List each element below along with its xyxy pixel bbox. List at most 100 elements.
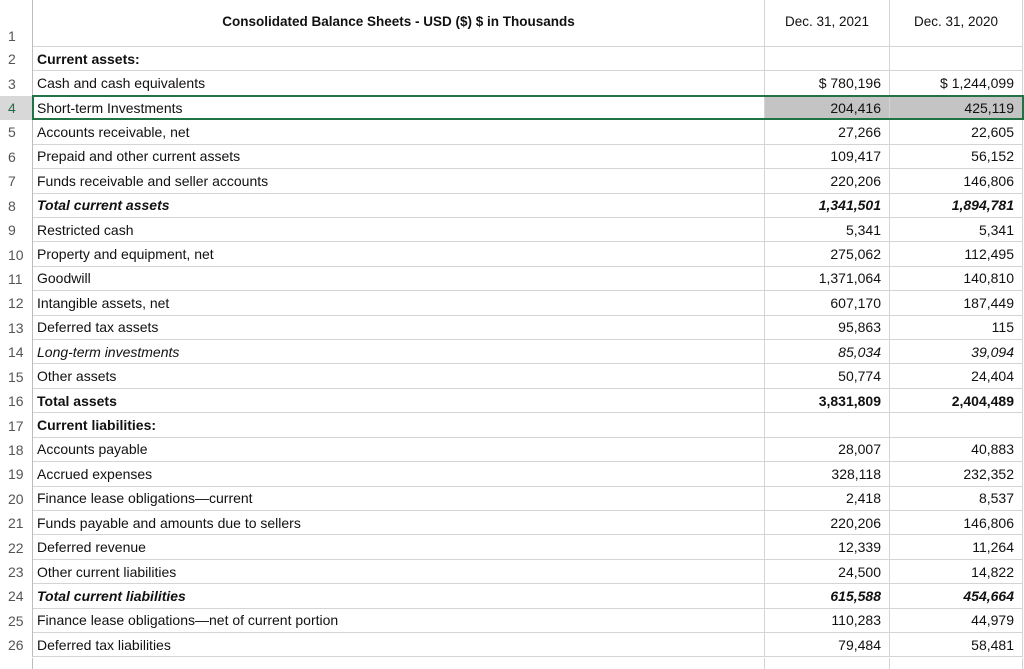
row-label[interactable]: Restricted cash: [33, 217, 765, 243]
cell-value[interactable]: 187,449: [890, 291, 1023, 316]
cell-value[interactable]: 24,404: [890, 364, 1023, 389]
row-number: 12: [0, 291, 33, 316]
cell-value[interactable]: 14,822: [890, 559, 1023, 585]
row-label[interactable]: Accounts receivable, net: [33, 120, 765, 145]
cell-value[interactable]: 232,352: [890, 462, 1023, 487]
row-label[interactable]: Accounts payable: [33, 437, 765, 463]
cell-value[interactable]: 607,170: [765, 291, 890, 316]
row-number: 21: [0, 510, 33, 536]
cell-value[interactable]: 85,034: [765, 340, 890, 365]
cell-value[interactable]: 11,264: [890, 535, 1023, 560]
row-label[interactable]: Total current liabilities: [33, 584, 765, 609]
row-number: 14: [0, 340, 33, 365]
cell-value[interactable]: [890, 47, 1023, 72]
row-number: 17: [0, 413, 33, 438]
cell-value[interactable]: 1,894,781: [890, 193, 1023, 218]
row-number: 2: [0, 47, 33, 72]
row-label[interactable]: Total current assets: [33, 193, 765, 218]
cell-value[interactable]: $ 1,244,099: [890, 71, 1023, 96]
cell-value[interactable]: 204,416: [765, 95, 890, 121]
column-header[interactable]: Dec. 31, 2021: [765, 0, 890, 47]
row-label[interactable]: Property and equipment, net: [33, 242, 765, 267]
row-label[interactable]: Short-term Investments: [33, 95, 765, 121]
cell-value[interactable]: 5,341: [765, 217, 890, 243]
cell-value[interactable]: 8,537: [890, 486, 1023, 511]
cell-value[interactable]: 454,664: [890, 584, 1023, 609]
row-number: 1: [0, 0, 33, 47]
cell-value[interactable]: 115: [890, 315, 1023, 341]
cell-value[interactable]: 615,588: [765, 584, 890, 609]
cell-value[interactable]: [890, 413, 1023, 438]
cell-value[interactable]: 39,094: [890, 340, 1023, 365]
cell-value[interactable]: 27,266: [765, 120, 890, 145]
row-number: 9: [0, 217, 33, 243]
row-label[interactable]: Finance lease obligations—current: [33, 486, 765, 511]
cell-value[interactable]: 146,806: [890, 169, 1023, 194]
cell-value[interactable]: 110,283: [765, 608, 890, 634]
header-title: Consolidated Balance Sheets - USD ($) $ …: [33, 0, 765, 47]
cell-value[interactable]: 146,806: [890, 510, 1023, 536]
cell-value[interactable]: [765, 47, 890, 72]
cell-value[interactable]: 109,417: [765, 144, 890, 170]
row-number: 8: [0, 193, 33, 218]
cell-value[interactable]: 2,404,489: [890, 388, 1023, 414]
row-label[interactable]: Prepaid and other current assets: [33, 144, 765, 170]
row-number: 7: [0, 169, 33, 194]
cell-value[interactable]: 112,495: [890, 242, 1023, 267]
cell-value[interactable]: 1,371,064: [765, 266, 890, 292]
cell-value[interactable]: $ 780,196: [765, 71, 890, 96]
cell-value[interactable]: 1,341,501: [765, 193, 890, 218]
cell-value[interactable]: 3,831,809: [765, 388, 890, 414]
row-label[interactable]: Total assets: [33, 388, 765, 414]
row-number: 11: [0, 266, 33, 292]
row-label[interactable]: Finance lease obligations—net of current…: [33, 608, 765, 634]
column-header[interactable]: Dec. 31, 2020: [890, 0, 1023, 47]
row-label[interactable]: Deferred tax assets: [33, 315, 765, 341]
row-label[interactable]: Cash and cash equivalents: [33, 71, 765, 96]
row-label[interactable]: Funds payable and amounts due to sellers: [33, 510, 765, 536]
row-label[interactable]: Accrued expenses: [33, 462, 765, 487]
row-label[interactable]: Goodwill: [33, 266, 765, 292]
cell-value[interactable]: 40,883: [890, 437, 1023, 463]
cell-value[interactable]: 79,484: [765, 633, 890, 658]
row-label[interactable]: Other current liabilities: [33, 559, 765, 585]
row-number: 16: [0, 388, 33, 414]
cell-value[interactable]: 328,118: [765, 462, 890, 487]
row-number: 26: [0, 633, 33, 658]
cell-value[interactable]: 58,481: [890, 633, 1023, 658]
row-label[interactable]: Deferred revenue: [33, 535, 765, 560]
row-number: 23: [0, 559, 33, 585]
cell-value[interactable]: 5,341: [890, 217, 1023, 243]
row-label[interactable]: Other assets: [33, 364, 765, 389]
row-number: 18: [0, 437, 33, 463]
cell-value[interactable]: 12,339: [765, 535, 890, 560]
cell-value[interactable]: 220,206: [765, 169, 890, 194]
cell-value[interactable]: [765, 413, 890, 438]
empty-cell: [33, 657, 765, 669]
cell-value[interactable]: 50,774: [765, 364, 890, 389]
cell-value[interactable]: 220,206: [765, 510, 890, 536]
cell-value[interactable]: 425,119: [890, 95, 1023, 121]
row-label[interactable]: Deferred tax liabilities: [33, 633, 765, 658]
row-label[interactable]: Long-term investments: [33, 340, 765, 365]
row-number: 25: [0, 608, 33, 634]
row-number: 10: [0, 242, 33, 267]
cell-value[interactable]: 22,605: [890, 120, 1023, 145]
row-label[interactable]: Intangible assets, net: [33, 291, 765, 316]
row-label[interactable]: Funds receivable and seller accounts: [33, 169, 765, 194]
row-number: 6: [0, 144, 33, 170]
row-number: 5: [0, 120, 33, 145]
cell-value[interactable]: 140,810: [890, 266, 1023, 292]
row-label[interactable]: Current assets:: [33, 47, 765, 72]
row-label[interactable]: Current liabilities:: [33, 413, 765, 438]
cell-value[interactable]: 28,007: [765, 437, 890, 463]
cell-value[interactable]: 95,863: [765, 315, 890, 341]
row-number: 3: [0, 71, 33, 96]
cell-value[interactable]: 275,062: [765, 242, 890, 267]
cell-value[interactable]: 2,418: [765, 486, 890, 511]
row-number: 24: [0, 584, 33, 609]
cell-value[interactable]: 24,500: [765, 559, 890, 585]
cell-value[interactable]: 44,979: [890, 608, 1023, 634]
cell-value[interactable]: 56,152: [890, 144, 1023, 170]
